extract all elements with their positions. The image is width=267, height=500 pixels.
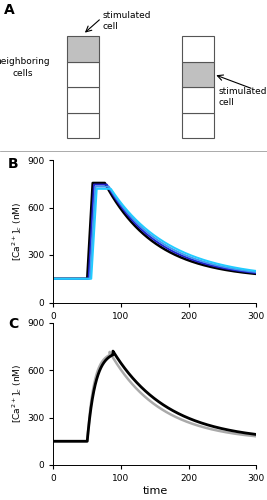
Text: neighboring
cells: neighboring cells xyxy=(0,58,50,78)
Bar xyxy=(67,36,99,62)
Text: stimulated
cell: stimulated cell xyxy=(219,86,267,107)
Text: C: C xyxy=(8,318,18,332)
Bar xyxy=(67,112,99,138)
Y-axis label: [Ca$^{2+}$]$_c$ (nM): [Ca$^{2+}$]$_c$ (nM) xyxy=(10,202,24,261)
X-axis label: time: time xyxy=(142,486,167,496)
X-axis label: time: time xyxy=(142,324,167,334)
Bar xyxy=(182,87,214,112)
Y-axis label: [Ca$^{2+}$]$_c$ (nM): [Ca$^{2+}$]$_c$ (nM) xyxy=(10,364,24,424)
Bar xyxy=(182,112,214,138)
Text: A: A xyxy=(4,3,15,17)
Text: stimulated
cell: stimulated cell xyxy=(103,11,151,31)
Bar xyxy=(182,36,214,62)
Bar xyxy=(182,62,214,87)
Text: B: B xyxy=(8,158,19,172)
Bar xyxy=(67,62,99,87)
Bar xyxy=(67,87,99,112)
